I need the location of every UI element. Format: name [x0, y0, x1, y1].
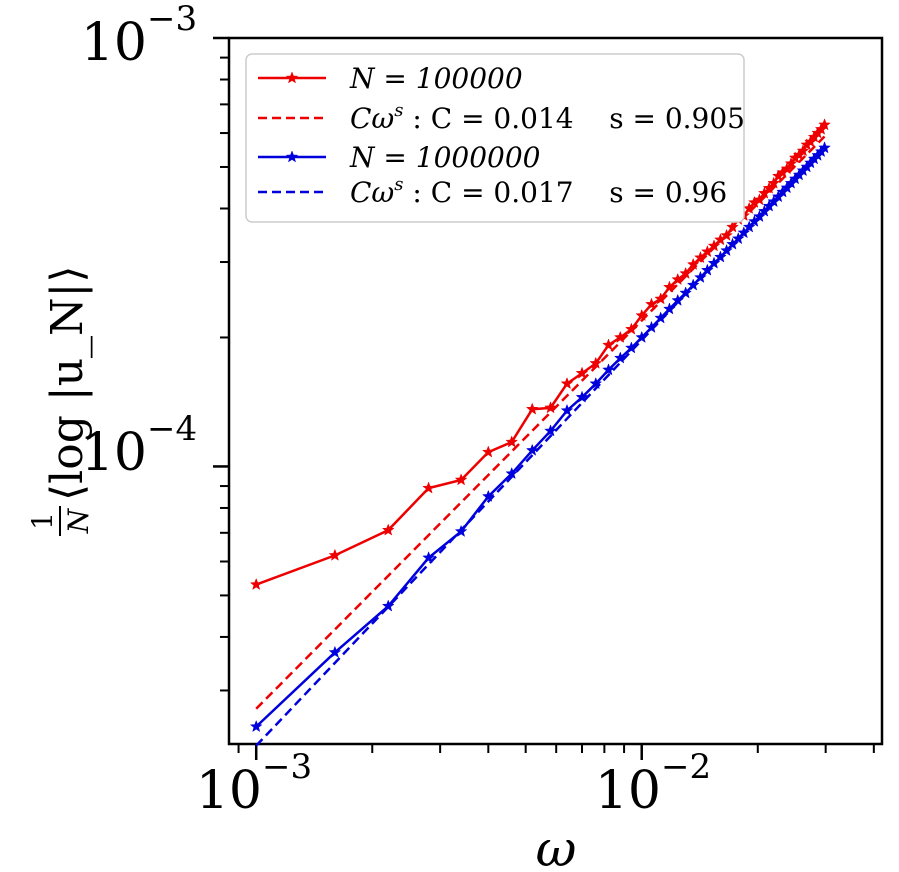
legend-entry-n-1000000: N = 1000000 — [258, 141, 540, 174]
svg-text:10: 10 — [196, 761, 262, 821]
data-point — [757, 204, 771, 217]
legend-marker — [285, 150, 299, 163]
data-point — [328, 645, 342, 658]
legend-marker — [285, 71, 299, 84]
y-axis-fraction-den: N — [62, 507, 95, 534]
data-point — [731, 232, 745, 245]
data-point — [544, 401, 557, 414]
data-point — [589, 376, 603, 390]
data-point — [560, 376, 574, 390]
data-point — [544, 424, 557, 437]
data-point — [613, 330, 627, 343]
series-1 — [249, 118, 831, 591]
legend-label: N = 1000000 — [349, 141, 540, 174]
legend-label: Cωs : C = 0.017 s = 0.96 — [350, 174, 727, 209]
y-axis-expression: ⟨log |u_N|⟩ — [42, 265, 93, 501]
data-point — [381, 523, 395, 536]
data-point — [663, 280, 676, 293]
data-point — [328, 548, 342, 561]
data-point — [784, 156, 798, 170]
svg-text:10: 10 — [81, 423, 147, 483]
data-point — [422, 481, 435, 494]
legend-box — [245, 53, 745, 223]
data-point — [381, 599, 395, 612]
series-line — [255, 147, 826, 728]
y-tick-label-1e-4: 10 −4 — [81, 409, 197, 483]
data-point — [602, 363, 615, 376]
data-point — [525, 402, 539, 415]
data-point — [560, 403, 574, 417]
legend-label: Cωs : C = 0.014 s = 0.905 — [350, 100, 745, 135]
x-tick-label-1e-3: 10 −3 — [196, 747, 312, 821]
legend-entry-n-100000: N = 100000 — [258, 62, 523, 95]
series-2 — [255, 135, 826, 710]
data-point — [481, 489, 495, 502]
x-tick-label-1e-2: 10 −2 — [595, 747, 711, 821]
legend-entry-fit-blue: Cωs : C = 0.017 s = 0.96 — [258, 174, 727, 209]
legend: N = 100000 Cωs : C = 0.014 s = 0.905 N =… — [245, 53, 745, 223]
data-point — [796, 144, 810, 157]
series-line — [255, 146, 826, 747]
data-point — [525, 443, 539, 456]
series-line — [255, 135, 826, 710]
data-point — [818, 118, 831, 131]
svg-text:−3: −3 — [147, 0, 197, 39]
data-point — [720, 228, 733, 241]
svg-text:10: 10 — [595, 761, 661, 821]
data-point — [645, 297, 658, 310]
series-4 — [255, 146, 826, 747]
data-point — [635, 308, 649, 321]
data-point — [671, 272, 685, 286]
data-point — [780, 162, 794, 175]
legend-label: N = 100000 — [349, 62, 523, 95]
y-tick-label-1e-3: 10 −3 — [81, 0, 197, 73]
data-series — [249, 118, 831, 747]
svg-text:−3: −3 — [262, 747, 312, 787]
svg-text:10: 10 — [81, 13, 147, 73]
data-point — [505, 435, 519, 448]
data-point — [720, 243, 733, 257]
data-point — [700, 263, 714, 276]
data-point — [602, 338, 615, 351]
data-point — [575, 366, 589, 379]
y-axis-fraction-num: 1 — [26, 512, 59, 530]
svg-text:−4: −4 — [147, 409, 197, 449]
y-axis-title: 1 N ⟨log |u_N|⟩ — [26, 265, 95, 536]
axis-ticks — [213, 36, 875, 760]
data-point — [818, 141, 831, 154]
data-point — [481, 445, 495, 458]
data-point — [767, 176, 781, 189]
data-point — [249, 577, 263, 591]
data-point — [249, 719, 263, 733]
series-3 — [249, 141, 831, 733]
x-axis-title: ω — [536, 820, 577, 872]
svg-text:−2: −2 — [661, 747, 711, 787]
data-point — [454, 473, 468, 486]
data-point — [575, 390, 589, 403]
data-point — [422, 551, 435, 564]
legend-entry-fit-red: Cωs : C = 0.014 s = 0.905 — [258, 100, 745, 135]
data-point — [613, 351, 627, 364]
